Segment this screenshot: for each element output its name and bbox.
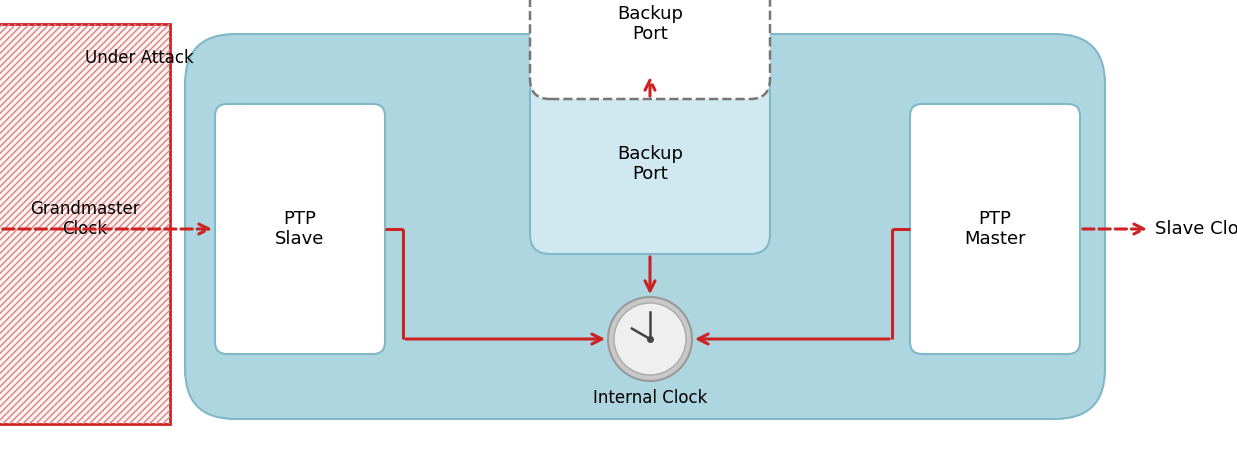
Text: Backup
Port: Backup Port <box>617 5 683 44</box>
FancyBboxPatch shape <box>529 74 769 254</box>
Circle shape <box>609 297 691 381</box>
Text: Slave Clock: Slave Clock <box>1155 220 1237 238</box>
Text: PTP
Master: PTP Master <box>964 210 1025 248</box>
Text: Grandmaster
Clock: Grandmaster Clock <box>30 200 140 238</box>
FancyBboxPatch shape <box>910 104 1080 354</box>
FancyBboxPatch shape <box>0 24 169 424</box>
Text: PTP
Slave: PTP Slave <box>276 210 324 248</box>
Text: Internal Clock: Internal Clock <box>593 389 708 407</box>
Circle shape <box>614 303 687 375</box>
FancyBboxPatch shape <box>215 104 385 354</box>
FancyBboxPatch shape <box>529 0 769 99</box>
Text: Backup
Port: Backup Port <box>617 145 683 183</box>
FancyBboxPatch shape <box>186 34 1105 419</box>
Text: Under Attack: Under Attack <box>85 49 194 67</box>
